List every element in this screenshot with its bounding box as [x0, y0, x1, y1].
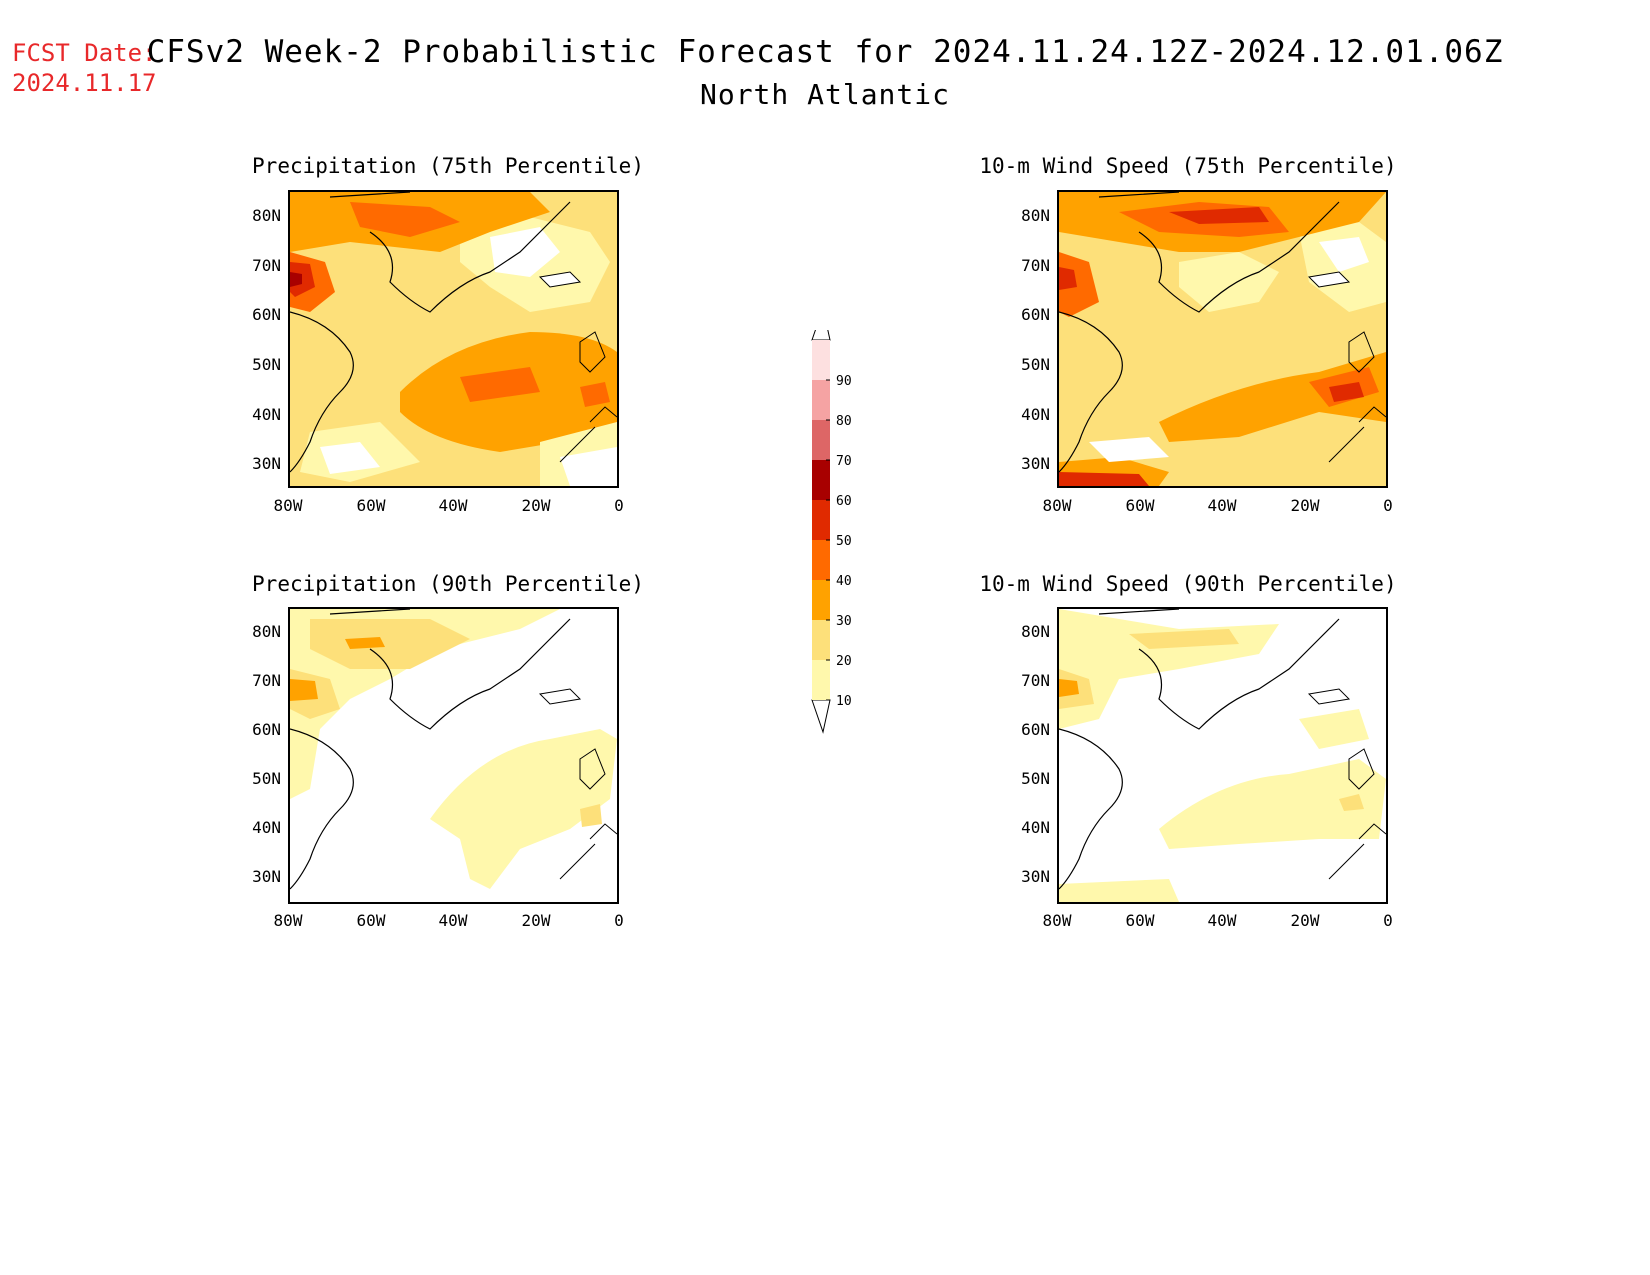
- forecast-date-label: FCST Date:: [12, 39, 157, 67]
- lat-label: 40N: [1021, 818, 1050, 837]
- lat-label: 40N: [252, 405, 281, 424]
- lon-label: 0: [1383, 496, 1393, 515]
- lon-label: 20W: [1290, 496, 1320, 515]
- colorbar-swatch: [812, 580, 830, 620]
- lat-label: 50N: [1021, 355, 1050, 374]
- lat-label: 50N: [252, 355, 281, 374]
- lat-label: 30N: [1021, 454, 1050, 473]
- lat-label: 70N: [1021, 671, 1050, 690]
- colorbar-label: 60: [836, 494, 852, 509]
- lon-label: 80W: [1042, 911, 1072, 930]
- colorbar-swatch: [812, 340, 830, 380]
- map-precip-75: [288, 190, 619, 488]
- colorbar-swatch: [812, 380, 830, 420]
- colorbar-label: 30: [836, 614, 852, 629]
- region-subtitle: North Atlantic: [699, 78, 950, 111]
- lat-label: 50N: [1021, 769, 1050, 788]
- forecast-date-block: FCST Date: 2024.11.17: [12, 38, 157, 98]
- colorbar: 10 20 30 40 50 60 70 80 90: [811, 330, 852, 734]
- map-wind-75: [1057, 190, 1388, 488]
- lon-label: 0: [614, 496, 624, 515]
- lat-label: 30N: [252, 454, 281, 473]
- lat-label: 70N: [252, 671, 281, 690]
- lon-label: 80W: [273, 496, 303, 515]
- lat-label: 70N: [1021, 256, 1050, 275]
- colorbar-swatch: [812, 660, 830, 700]
- lat-label: 70N: [252, 256, 281, 275]
- lon-label: 40W: [1207, 911, 1237, 930]
- lon-label: 20W: [521, 496, 551, 515]
- lat-label: 80N: [1021, 622, 1050, 641]
- lat-label: 50N: [252, 769, 281, 788]
- lon-label: 0: [1383, 911, 1393, 930]
- lon-label: 20W: [1290, 911, 1320, 930]
- lat-label: 40N: [252, 818, 281, 837]
- colorbar-lower-triangle: [811, 699, 831, 734]
- lon-label: 80W: [273, 911, 303, 930]
- lat-label: 60N: [252, 720, 281, 739]
- lat-label: 80N: [252, 622, 281, 641]
- colorbar-upper-triangle: [811, 330, 831, 341]
- colorbar-swatch: [812, 420, 830, 460]
- colorbar-label: 50: [836, 534, 852, 549]
- forecast-date-value: 2024.11.17: [12, 69, 157, 97]
- page-title: CFSv2 Week-2 Probabilistic Forecast for …: [146, 34, 1504, 70]
- lon-label: 40W: [438, 496, 468, 515]
- colorbar-label: 10: [836, 694, 852, 709]
- lon-label: 60W: [1125, 911, 1155, 930]
- panel-title-precip-75: Precipitation (75th Percentile): [252, 154, 644, 178]
- colorbar-swatch: [812, 500, 830, 540]
- lon-label: 20W: [521, 911, 551, 930]
- lon-label: 40W: [438, 911, 468, 930]
- lon-label: 60W: [356, 496, 386, 515]
- lon-label: 0: [614, 911, 624, 930]
- lon-label: 80W: [1042, 496, 1072, 515]
- lat-label: 30N: [252, 867, 281, 886]
- lat-label: 80N: [252, 206, 281, 225]
- lat-label: 30N: [1021, 867, 1050, 886]
- colorbar-label: 90: [836, 374, 852, 389]
- lon-label: 40W: [1207, 496, 1237, 515]
- colorbar-swatch: [812, 460, 830, 500]
- colorbar-label: 20: [836, 654, 852, 669]
- lat-label: 60N: [252, 305, 281, 324]
- lat-label: 60N: [1021, 305, 1050, 324]
- lon-label: 60W: [356, 911, 386, 930]
- panel-title-wind-90: 10-m Wind Speed (90th Percentile): [979, 572, 1397, 596]
- lon-label: 60W: [1125, 496, 1155, 515]
- lat-label: 60N: [1021, 720, 1050, 739]
- colorbar-label: 70: [836, 454, 852, 469]
- colorbar-label: 40: [836, 574, 852, 589]
- panel-title-precip-90: Precipitation (90th Percentile): [252, 572, 644, 596]
- colorbar-label: 80: [836, 414, 852, 429]
- lat-label: 40N: [1021, 405, 1050, 424]
- colorbar-swatch: [812, 540, 830, 580]
- map-wind-90: [1057, 607, 1388, 904]
- panel-title-wind-75: 10-m Wind Speed (75th Percentile): [979, 154, 1397, 178]
- lat-label: 80N: [1021, 206, 1050, 225]
- map-precip-90: [288, 607, 619, 904]
- colorbar-swatch: [812, 620, 830, 660]
